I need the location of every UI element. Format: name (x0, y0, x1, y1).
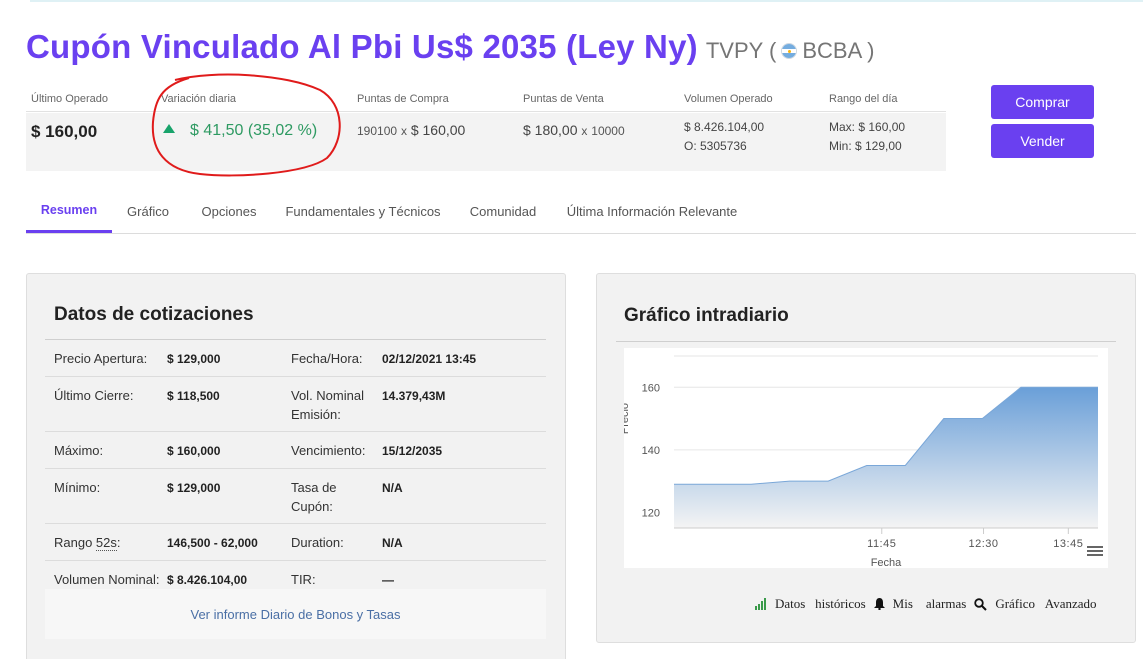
sell-button[interactable]: Vender (991, 124, 1094, 158)
tab-grafico[interactable]: Gráfico (127, 204, 169, 219)
bid-value: 190100 x $ 160,00 (357, 122, 466, 138)
quote-summary-values: $ 160,00 $ 41,50 (35,02 %) 190100 x $ 16… (26, 113, 946, 171)
tab-fundamentales[interactable]: Fundamentales y Técnicos (285, 204, 441, 219)
quote-data-table: Precio Apertura: $ 129,000 Fecha/Hora: 0… (45, 340, 546, 598)
table-row: Máximo: $ 160,000 Vencimiento: 15/12/203… (45, 431, 546, 469)
search-icon (974, 597, 988, 611)
quote-summary-header: Último Operado Variación diaria Puntas d… (26, 88, 946, 112)
bar-chart-icon (755, 598, 766, 610)
report-box: Ver informe Diario de Bonos y Tasas (45, 589, 546, 639)
ticker-label: TVPY ( BCBA ) (706, 38, 875, 64)
series-line (674, 386, 1098, 485)
argentina-flag-icon (781, 43, 798, 59)
min-value: $ 129,000 (167, 468, 291, 524)
maturity-label: Vencimiento: (291, 431, 382, 469)
quote-summary: Último Operado Variación diaria Puntas d… (26, 88, 946, 171)
red-annotation-circle (151, 73, 341, 177)
x-tick-label: 12:30 (969, 538, 999, 550)
nominal-issue-value: 14.379,43M (382, 376, 546, 432)
daily-variation-label: Variación diaria (161, 93, 237, 105)
intraday-chart-title: Gráfico intradiario (624, 305, 789, 326)
last-price-label: Último Operado (31, 93, 109, 105)
range-52w-abbr: 52s (95, 535, 117, 551)
datetime-label: Fecha/Hora: (291, 340, 382, 377)
table-row: Rango 52s: 146,500 - 62,000 Duration: N/… (45, 523, 546, 561)
bond-report-link[interactable]: Ver informe Diario de Bonos y Tasas (190, 606, 401, 622)
datetime-value: 02/12/2021 13:45 (382, 340, 546, 377)
x-tick-label: 11:45 (867, 538, 896, 550)
x-tick-label: 13:45 (1053, 538, 1083, 550)
volume-amount: $ 8.426.104,00 (684, 120, 765, 134)
last-close-value: $ 118,500 (167, 376, 291, 432)
duration-label: Duration: (291, 523, 382, 561)
range-52w-label: Rango 52s: (45, 523, 167, 561)
menu-icon (1087, 554, 1103, 556)
area-fill (674, 387, 1098, 528)
table-row: Precio Apertura: $ 129,000 Fecha/Hora: 0… (45, 340, 546, 377)
open-price-value: $ 129,000 (167, 340, 291, 377)
bell-icon (873, 598, 885, 610)
maturity-value: 15/12/2035 (382, 431, 546, 469)
top-divider (30, 0, 1143, 2)
page-title: Cupón Vinculado Al Pbi Us$ 2035 (Ley Ny) (26, 28, 698, 65)
day-range-label: Rango del día (829, 93, 898, 105)
menu-icon (1087, 546, 1103, 548)
advanced-chart-link[interactable]: Gráfico Avanzado (995, 596, 1097, 611)
max-label: Máximo: (45, 431, 167, 469)
volume-label: Volumen Operado (684, 93, 773, 105)
menu-icon (1087, 550, 1103, 552)
intraday-chart-divider (616, 341, 1116, 342)
intraday-chart-svg: 120 140 160 Precio 11:45 12:30 13:45 Fecha (619, 355, 1103, 569)
last-close-label: Último Cierre: (45, 376, 167, 432)
y-tick-label: 140 (642, 445, 660, 457)
y-tick-label: 120 (642, 507, 660, 519)
tab-comunidad[interactable]: Comunidad (469, 204, 537, 219)
day-range-max: Max: $ 160,00 (829, 120, 906, 134)
max-value: $ 160,000 (167, 431, 291, 469)
ticker-symbol: TVPY ( (705, 38, 777, 63)
intraday-chart: 120 140 160 Precio 11:45 12:30 13:45 Fecha (619, 348, 1108, 569)
tab-opciones[interactable]: Opciones (201, 204, 257, 219)
bid-label: Puntas de Compra (357, 93, 449, 105)
ask-value: $ 180,00 x 10000 (523, 122, 625, 138)
my-alarms-link[interactable]: Mis alarmas (892, 596, 967, 611)
ask-label: Puntas de Venta (523, 93, 604, 105)
x-axis-label: Fecha (871, 557, 902, 568)
y-axis-label: Precio (624, 403, 631, 434)
quote-data-title: Datos de cotizaciones (54, 304, 254, 325)
tab-ultima-informacion[interactable]: Última Información Relevante (566, 204, 738, 219)
coupon-rate-value: N/A (382, 468, 546, 524)
market-label: BCBA ) (802, 38, 875, 63)
table-row: Mínimo: $ 129,000 Tasa de Cupón: N/A (45, 468, 546, 524)
chart-footer-links: Datos históricos Mis alarmas Gráfico Ava… (755, 596, 1097, 612)
historical-data-link[interactable]: Datos históricos (775, 596, 866, 611)
quote-data-divider (45, 339, 546, 340)
instrument-tabs: Resumen Gráfico Opciones Fundamentales y… (26, 190, 1136, 234)
tab-resumen[interactable]: Resumen (26, 190, 112, 233)
up-arrow-icon (163, 124, 175, 133)
coupon-rate-label: Tasa de Cupón: (291, 468, 382, 524)
last-price-value: $ 160,00 (31, 122, 98, 141)
nominal-issue-label: Vol. Nominal Emisión: (291, 376, 382, 432)
range-52w-value: 146,500 - 62,000 (167, 523, 291, 561)
volume-operations: O: 5305736 (684, 139, 747, 153)
table-row: Último Cierre: $ 118,500 Vol. Nominal Em… (45, 376, 546, 432)
open-price-label: Precio Apertura: (45, 340, 167, 377)
buy-button[interactable]: Comprar (991, 85, 1094, 119)
daily-variation-value: $ 41,50 (35,02 %) (190, 122, 318, 139)
min-label: Mínimo: (45, 468, 167, 524)
day-range-min: Min: $ 129,00 (829, 139, 902, 153)
duration-value: N/A (382, 523, 546, 561)
instrument-header: Cupón Vinculado Al Pbi Us$ 2035 (Ley Ny)… (26, 28, 874, 66)
y-tick-label: 160 (642, 382, 660, 394)
